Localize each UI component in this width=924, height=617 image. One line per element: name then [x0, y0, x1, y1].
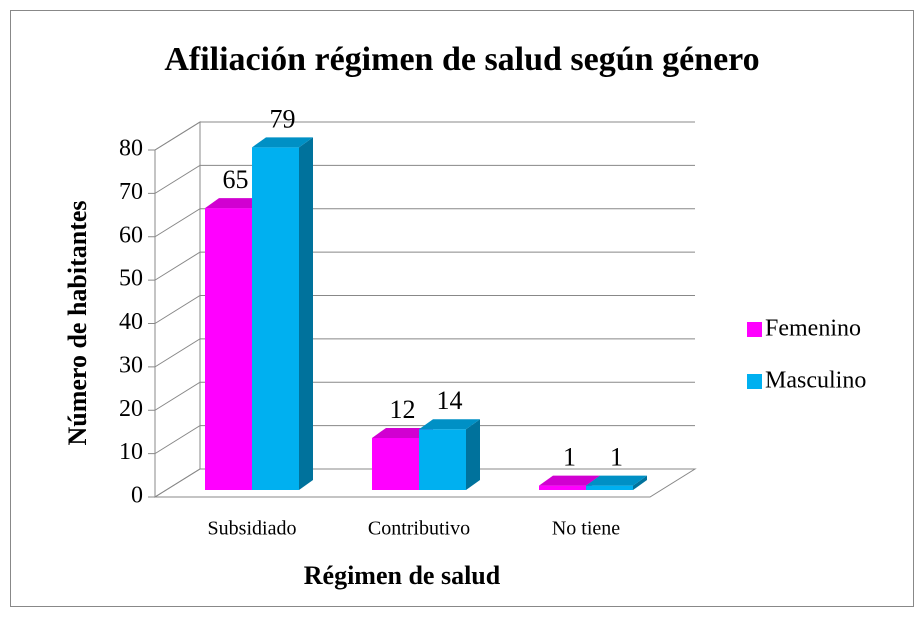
- bar-front: [419, 429, 466, 490]
- bar-front: [252, 147, 299, 490]
- value-label: 1: [563, 443, 576, 472]
- x-tick-label: Contributivo: [368, 518, 470, 540]
- bar: [252, 137, 313, 490]
- bar-side: [299, 137, 313, 490]
- legend-label: Masculino: [765, 368, 866, 394]
- bar-front: [205, 208, 252, 490]
- y-axis-label: Número de habitantes: [63, 200, 92, 445]
- value-label: 65: [223, 165, 249, 194]
- grid-line: [154, 468, 695, 498]
- x-tick-label: Subsidiado: [208, 518, 297, 540]
- x-axis-label: Régimen de salud: [304, 561, 501, 590]
- y-tick-label: 20: [119, 396, 143, 422]
- legend-swatch: [747, 322, 762, 337]
- bar-side: [633, 475, 647, 490]
- grid-line: [154, 121, 695, 151]
- bar-front: [539, 485, 586, 490]
- value-label: 79: [270, 104, 296, 133]
- y-tick-label: 80: [119, 136, 143, 162]
- bar-top: [205, 198, 266, 209]
- bar-front: [586, 485, 633, 490]
- legend-label: Femenino: [765, 316, 861, 342]
- value-label: 14: [437, 386, 463, 415]
- y-tick-label: 0: [131, 483, 143, 509]
- bar-top: [252, 137, 313, 148]
- bar-top: [539, 475, 600, 486]
- value-label: 1: [610, 443, 623, 472]
- y-tick-label: 40: [119, 309, 143, 335]
- grid-line: [154, 164, 695, 194]
- bar-side: [466, 419, 480, 490]
- bar-top: [419, 419, 480, 430]
- value-label: 12: [390, 395, 416, 424]
- y-tick-label: 30: [119, 352, 143, 378]
- bar: [586, 475, 647, 490]
- bar-top: [372, 427, 433, 438]
- grid-line: [154, 338, 695, 368]
- bar: [419, 419, 480, 490]
- y-tick-label: 70: [119, 179, 143, 205]
- grid-line: [154, 295, 695, 324]
- chart-title: Afiliación régimen de salud según género: [164, 41, 759, 78]
- bar-top: [586, 475, 647, 486]
- grid-line: [154, 381, 695, 411]
- grid-line: [154, 251, 695, 281]
- bar-front: [372, 437, 419, 490]
- legend-swatch: [747, 374, 762, 389]
- grid-line: [154, 425, 695, 455]
- y-tick-label: 60: [119, 222, 143, 248]
- grid-line: [154, 208, 695, 238]
- y-tick-label: 10: [119, 439, 143, 465]
- x-tick-label: No tiene: [552, 518, 620, 540]
- y-tick-label: 50: [119, 266, 143, 292]
